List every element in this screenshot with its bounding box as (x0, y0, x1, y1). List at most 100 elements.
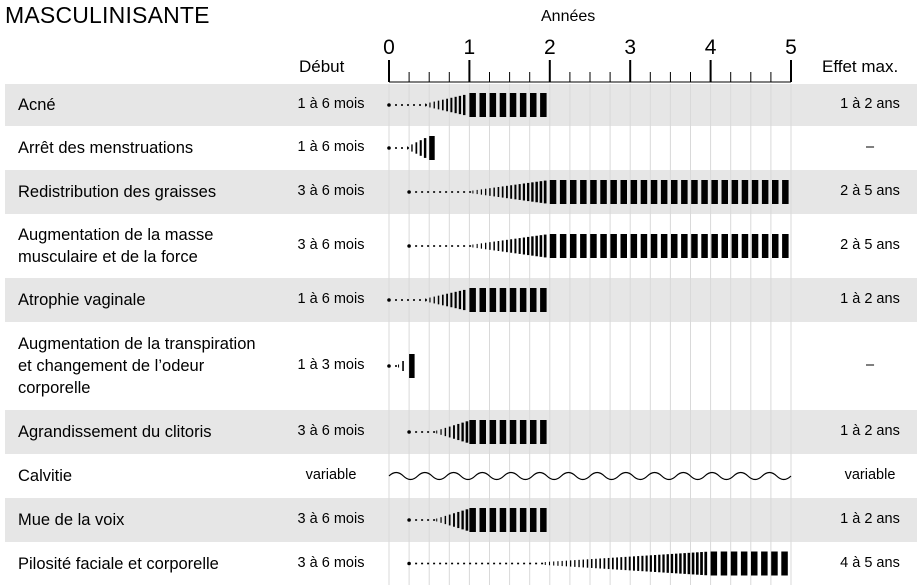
ramp-bar (457, 423, 460, 441)
full-bar (530, 508, 537, 532)
ramp-bar (628, 556, 631, 571)
ramp-bar (440, 517, 442, 523)
onset-dot (407, 518, 411, 522)
onset-dash (493, 562, 496, 565)
onset-dash (415, 519, 418, 521)
full-bar (740, 551, 748, 576)
ramp-bar (493, 241, 495, 251)
effect-bar (407, 180, 789, 204)
ramp-bar (695, 552, 699, 575)
onset-dash (407, 104, 409, 106)
onset-dot (407, 430, 411, 434)
ramp-bar (687, 552, 691, 575)
full-bar (681, 180, 688, 204)
full-bar (519, 288, 527, 312)
row-label: Redistribution des graisses (18, 183, 217, 201)
x-tick-label: 3 (624, 36, 637, 59)
ramp-bar (506, 185, 508, 199)
ramp-bar (506, 239, 508, 253)
full-bar (751, 180, 759, 204)
ramp-bar (402, 361, 404, 371)
table-row: Augmentation de la masse musculaire et d… (5, 214, 917, 278)
ramp-bar (458, 290, 462, 310)
onset-dash (433, 562, 436, 565)
full-bar (530, 420, 537, 444)
onset-dash (451, 562, 454, 565)
ramp-bar (440, 429, 442, 435)
full-bar (590, 234, 597, 258)
onset-dash (499, 562, 502, 565)
onset-dash (395, 104, 397, 106)
full-bar (409, 354, 415, 378)
full-bar (711, 234, 718, 258)
full-bar (509, 420, 517, 444)
onset-dash (469, 562, 472, 565)
ramp-bar (522, 237, 526, 255)
full-bar (720, 551, 728, 576)
ramp-bar (590, 559, 593, 568)
ramp-bar (527, 236, 530, 256)
full-bar (731, 234, 739, 258)
full-bar (691, 180, 698, 204)
onset-dash (445, 245, 448, 247)
row-label: Pilosité faciale et corporelle (18, 554, 219, 573)
ramp-bar (595, 558, 597, 569)
ramp-bar (425, 103, 427, 107)
ramp-bar (436, 430, 438, 434)
full-bar (489, 420, 497, 444)
full-bar (540, 420, 547, 444)
onset-dash (445, 191, 448, 193)
full-bar (479, 288, 486, 312)
ramp-bar (446, 293, 448, 307)
ramp-bar (444, 515, 447, 525)
full-bar (600, 180, 607, 204)
ramp-bar (425, 298, 427, 302)
x-tick-label: 2 (543, 36, 556, 59)
ramp-bar (433, 101, 435, 109)
onset-dash (421, 245, 424, 247)
effect-bar (387, 136, 435, 160)
ramp-bar (462, 289, 466, 311)
ramp-bar (501, 186, 504, 198)
onset-dash (419, 299, 421, 301)
onset-dash (439, 191, 442, 193)
debut-value: 3 à 6 mois (297, 511, 365, 527)
effet-max-value: 1 à 2 ans (840, 96, 900, 112)
full-bar (479, 508, 486, 532)
full-bar (610, 180, 617, 204)
full-bar (782, 180, 789, 204)
full-bar (559, 234, 567, 258)
full-bar (761, 234, 769, 258)
ramp-bar (632, 556, 635, 571)
x-axis-label: Années (541, 8, 596, 25)
full-bar (771, 551, 778, 576)
ramp-bar (514, 184, 517, 200)
onset-dash (487, 562, 490, 565)
ramp-bar (441, 99, 444, 111)
full-bar (549, 234, 557, 258)
full-bar (710, 551, 718, 576)
ramp-bar (444, 427, 447, 437)
ramp-bar (441, 294, 444, 306)
full-bar (489, 93, 497, 117)
full-bar (489, 288, 497, 312)
onset-dash (517, 562, 520, 565)
ramp-bar (531, 182, 534, 202)
ramp-bar (453, 425, 455, 439)
onset-dash (433, 519, 436, 521)
effet-max-value: 4 à 5 ans (840, 554, 900, 571)
onset-dash (433, 431, 436, 433)
onset-dash (439, 245, 442, 247)
onset-dash (401, 147, 403, 149)
ramp-bar (557, 561, 559, 566)
ramp-bar (679, 553, 682, 574)
variable-wave (388, 471, 792, 481)
ramp-bar (510, 185, 513, 199)
ramp-bar (485, 188, 487, 196)
ramp-bar (514, 238, 517, 254)
onset-dash (427, 191, 430, 193)
debut-value: 3 à 6 mois (297, 554, 365, 571)
debut-value: 1 à 3 mois (297, 357, 365, 373)
ramp-bar (436, 518, 438, 522)
effect-bar (387, 354, 415, 378)
